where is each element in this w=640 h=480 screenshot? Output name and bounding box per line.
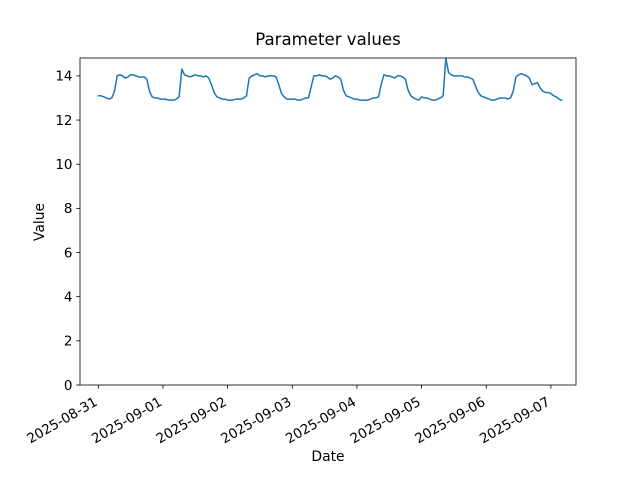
plot-frame	[79, 57, 577, 386]
y-tick-label: 10	[55, 157, 72, 173]
y-tick-label: 2	[64, 334, 73, 350]
x-tick-label: 2025-09-04	[283, 394, 359, 447]
y-tick-label: 8	[64, 201, 73, 217]
x-axis-ticks: 2025-08-312025-09-012025-09-022025-09-03…	[24, 385, 553, 447]
y-tick-label: 0	[64, 378, 73, 394]
x-tick-label: 2025-09-07	[477, 394, 553, 447]
y-tick-label: 4	[64, 289, 73, 305]
chart-title: Parameter values	[255, 30, 401, 49]
x-tick-label: 2025-09-03	[218, 394, 294, 447]
y-axis-ticks: 0 2 4 6 8 10 12 14	[55, 69, 80, 394]
y-tick-label: 12	[55, 113, 72, 129]
data-series	[97, 58, 563, 101]
x-tick-label: 2025-09-06	[412, 394, 488, 447]
y-axis-label: Value	[32, 203, 48, 241]
x-tick-label: 2025-09-02	[154, 394, 230, 447]
x-tick-label: 2025-09-01	[89, 394, 165, 447]
x-axis-label: Date	[311, 449, 344, 465]
series-line-parameter	[97, 58, 563, 101]
y-tick-label: 14	[55, 69, 72, 85]
y-tick-label: 6	[64, 245, 73, 261]
x-tick-label: 2025-08-31	[24, 394, 100, 447]
x-tick-label: 2025-09-05	[348, 394, 424, 447]
